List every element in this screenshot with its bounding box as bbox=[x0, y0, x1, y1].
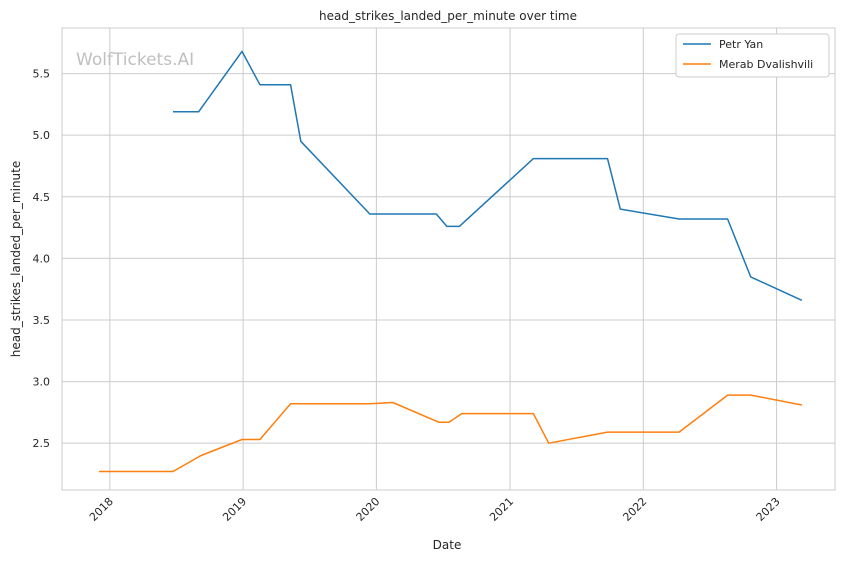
y-tick-label: 5.5 bbox=[33, 68, 51, 81]
x-axis-label: Date bbox=[433, 538, 462, 552]
plot-area-frame bbox=[61, 27, 836, 491]
legend-label-0: Petr Yan bbox=[719, 38, 763, 51]
y-tick-label: 4.5 bbox=[33, 191, 51, 204]
y-tick-label: 4.0 bbox=[33, 252, 51, 265]
y-axis-label: head_strikes_landed_per_minute bbox=[9, 161, 23, 358]
y-tick-label: 2.5 bbox=[33, 437, 51, 450]
chart-title: head_strikes_landed_per_minute over time bbox=[319, 9, 577, 23]
y-tick-label: 5.0 bbox=[33, 129, 51, 142]
y-tick-label: 3.0 bbox=[33, 376, 51, 389]
watermark: WolfTickets.AI bbox=[76, 50, 194, 70]
series-line-1 bbox=[98, 394, 802, 473]
series-line-0 bbox=[173, 50, 803, 301]
y-tick-label: 3.5 bbox=[33, 314, 51, 327]
y-tick-labels: 2.5 3.0 3.5 4.0 4.5 5.0 5.5 bbox=[33, 68, 51, 451]
legend-label-1: Merab Dvalishvili bbox=[719, 58, 813, 71]
legend: Petr Yan Merab Dvalishvili bbox=[675, 33, 830, 78]
series-layer bbox=[98, 50, 803, 473]
legend-box bbox=[675, 33, 830, 78]
